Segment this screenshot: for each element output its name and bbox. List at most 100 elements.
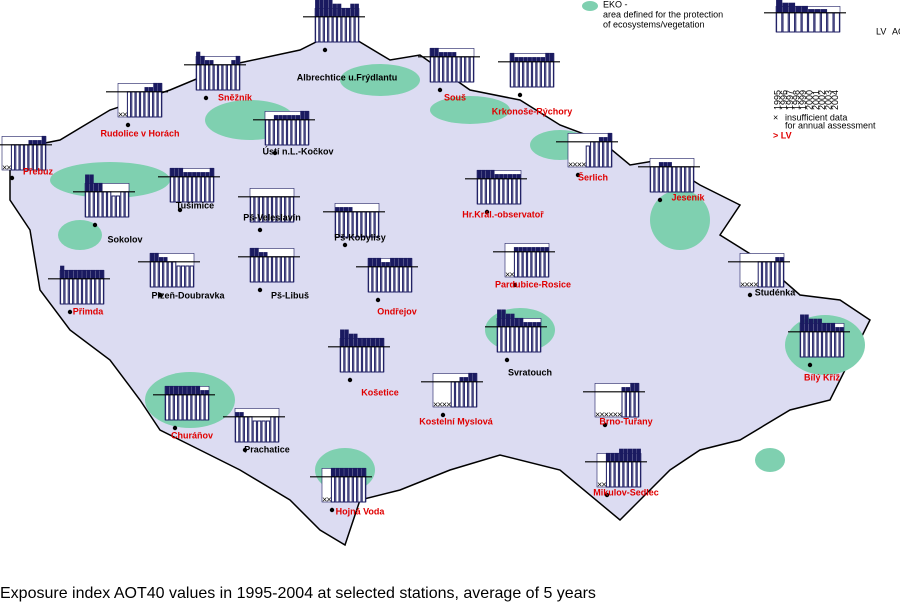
legend-year: 2001 xyxy=(811,90,821,110)
bar-top xyxy=(628,449,632,462)
station-dot xyxy=(257,227,263,233)
bar-top xyxy=(292,115,296,120)
bar xyxy=(265,420,271,443)
bar xyxy=(270,416,275,443)
bar-top xyxy=(159,257,163,262)
insufficient-mark: × xyxy=(446,399,451,409)
bar xyxy=(102,191,107,218)
bar-top xyxy=(776,0,782,13)
bar-top xyxy=(357,468,361,477)
station-dot xyxy=(517,92,523,98)
bar xyxy=(585,145,590,168)
bar-top xyxy=(448,52,452,57)
bar xyxy=(685,166,690,193)
bar-top xyxy=(100,270,104,279)
bar-top xyxy=(163,257,167,262)
bar-top xyxy=(240,412,244,417)
bar-top xyxy=(468,373,472,382)
bar-top xyxy=(380,338,384,347)
station-label: Tušimice xyxy=(176,200,214,210)
bar-top xyxy=(608,133,612,142)
station-label: Sněžník xyxy=(218,92,253,102)
bar xyxy=(776,0,783,33)
bar-top xyxy=(637,449,641,462)
insufficient-mark: × xyxy=(122,109,127,119)
bar xyxy=(280,256,286,283)
bar-top xyxy=(259,252,263,257)
bar-top xyxy=(514,247,518,252)
bar-top xyxy=(274,115,278,120)
legend-insufficient: insufficient data xyxy=(785,112,847,122)
bar-top xyxy=(452,52,456,57)
station-dot xyxy=(437,87,443,93)
bar-top xyxy=(528,322,532,327)
bar-top xyxy=(205,60,209,65)
bar-top xyxy=(205,172,209,177)
bar-top xyxy=(283,115,287,120)
bar-top xyxy=(622,387,626,392)
bar-top xyxy=(82,270,86,279)
bar xyxy=(107,191,112,218)
insufficient-mark: × xyxy=(505,269,510,279)
bar-top xyxy=(537,57,541,62)
bar-top xyxy=(200,390,204,395)
station-label: Košetice xyxy=(361,387,399,397)
bar-top xyxy=(545,247,549,252)
bar-top xyxy=(835,327,839,332)
bar-top xyxy=(377,258,381,267)
station-dot xyxy=(375,297,381,303)
insufficient-mark: × xyxy=(595,409,600,419)
station-label: Svratouch xyxy=(508,367,552,377)
bar-top xyxy=(335,468,339,477)
bar-top xyxy=(508,174,512,179)
bar-top xyxy=(435,48,439,57)
station-dot xyxy=(504,357,510,363)
bar-top xyxy=(235,412,239,417)
bar-top xyxy=(532,57,536,62)
bar-top xyxy=(375,338,379,347)
bar-top xyxy=(775,257,779,262)
bar-top xyxy=(337,4,341,17)
station-label: Brno-Tuřany xyxy=(599,416,652,426)
bar-top xyxy=(335,207,339,212)
bar-top xyxy=(367,338,371,347)
bar-top xyxy=(345,330,349,347)
station-label: Kostelní Myslová xyxy=(419,416,494,426)
bar-top xyxy=(541,57,545,62)
bar-top xyxy=(822,323,826,332)
insufficient-mark: × xyxy=(442,399,447,409)
bar-top xyxy=(603,137,607,142)
legend-year: 1996 xyxy=(779,90,789,110)
bar-top xyxy=(60,266,64,279)
bar-top xyxy=(502,310,506,327)
bar-top xyxy=(255,248,259,257)
bar-top xyxy=(524,322,528,327)
bar-top xyxy=(495,174,499,179)
bar xyxy=(833,12,840,33)
bar-top xyxy=(518,247,522,252)
bar xyxy=(757,261,762,288)
station-dot xyxy=(157,292,163,298)
legend-index: AOT40 xyxy=(892,26,900,36)
bar-top xyxy=(395,258,399,267)
bar-top xyxy=(98,183,102,192)
insufficient-mark: × xyxy=(6,162,11,172)
bar-top xyxy=(158,83,162,92)
bar-top xyxy=(537,322,541,327)
bar-top xyxy=(149,87,153,92)
bar xyxy=(766,261,771,288)
bar xyxy=(248,416,253,443)
bar-top xyxy=(519,57,523,62)
insufficient-mark: × xyxy=(617,409,622,419)
bar xyxy=(680,166,686,193)
bar-top xyxy=(831,323,835,332)
bar-top xyxy=(87,270,91,279)
insufficient-mark: × xyxy=(568,159,573,169)
bar-top xyxy=(403,258,407,267)
station-label: Ústí n.L.-Kočkov xyxy=(262,145,333,156)
bar-top xyxy=(504,174,508,179)
station-dot xyxy=(329,507,335,513)
bar xyxy=(111,195,116,218)
bar xyxy=(285,256,290,283)
